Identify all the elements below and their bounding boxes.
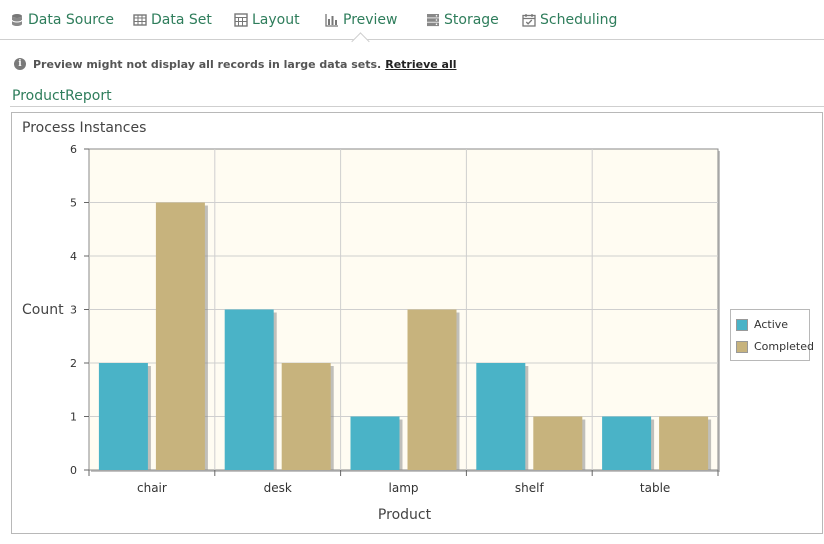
y-tick-label: 4 <box>70 250 77 263</box>
x-tick-label: desk <box>264 481 292 495</box>
tab-scheduling[interactable]: Scheduling <box>522 0 617 40</box>
bar-active-shelf <box>476 363 526 470</box>
tab-data-set[interactable]: Data Set <box>133 0 212 40</box>
report-title: ProductReport <box>12 88 112 104</box>
bar-chart: Process Instances 0 1 2 3 4 5 6 chair desk lamp she… <box>22 120 720 523</box>
tab-label: Preview <box>343 12 398 28</box>
bar-completed-lamp <box>407 309 457 470</box>
bar-active-desk <box>224 309 274 470</box>
preview-notice: i Preview might not display all records … <box>14 56 457 72</box>
legend-label-completed: Completed <box>754 340 814 353</box>
chart-legend: Active Completed <box>730 309 814 361</box>
bar-completed-desk <box>281 363 331 470</box>
tab-data-source[interactable]: Data Source <box>10 0 114 40</box>
tab-label: Storage <box>444 12 499 28</box>
y-tick-label: 1 <box>70 411 77 424</box>
layout-grid-icon <box>234 13 248 27</box>
y-tick-label: 5 <box>70 197 77 210</box>
y-tick-label: 3 <box>70 304 77 317</box>
legend-swatch-completed <box>736 340 748 353</box>
legend-item-active[interactable]: Active <box>736 318 788 331</box>
x-tick-label: shelf <box>515 481 545 495</box>
y-tick-label: 0 <box>70 464 77 477</box>
legend-swatch-active <box>736 318 748 331</box>
bar-active-chair <box>98 363 148 470</box>
x-tick-label: lamp <box>389 481 419 495</box>
y-tick-label: 2 <box>70 357 77 370</box>
bar-completed-shelf <box>533 416 583 470</box>
retrieve-all-link[interactable]: Retrieve all <box>385 57 457 71</box>
x-tick-label: chair <box>137 481 167 495</box>
calendar-icon <box>522 13 536 27</box>
tab-label: Scheduling <box>540 12 618 28</box>
tab-label: Data Source <box>28 12 114 28</box>
y-axis-label: Count <box>22 302 64 318</box>
legend-item-completed[interactable]: Completed <box>736 340 814 353</box>
notice-text: Preview might not display all records in… <box>33 57 382 71</box>
x-tick-label: table <box>640 481 670 495</box>
tab-storage[interactable]: Storage <box>426 0 499 40</box>
tab-layout[interactable]: Layout <box>234 0 300 40</box>
bar-active-table <box>602 416 652 470</box>
tab-label: Data Set <box>151 12 212 28</box>
bar-active-lamp <box>350 416 400 470</box>
tab-preview[interactable]: Preview <box>325 0 398 40</box>
chart-panel: Process Instances 0 1 2 3 4 5 6 chair desk lamp she… <box>11 112 823 534</box>
bar-chart-icon <box>325 13 339 27</box>
info-icon: i <box>14 58 26 70</box>
storage-icon <box>426 13 440 27</box>
table-icon <box>133 13 147 27</box>
database-icon <box>10 13 24 27</box>
y-tick-label: 6 <box>70 143 77 156</box>
tab-label: Layout <box>252 12 300 28</box>
divider <box>10 106 824 107</box>
bar-completed-table <box>659 416 709 470</box>
chart-title: Process Instances <box>22 120 146 136</box>
x-axis-label: Product <box>378 507 432 523</box>
bar-completed-chair <box>155 202 205 470</box>
legend-label-active: Active <box>754 318 789 331</box>
tab-bar: Data Source Data Set Layout Preview Stor… <box>0 0 824 40</box>
